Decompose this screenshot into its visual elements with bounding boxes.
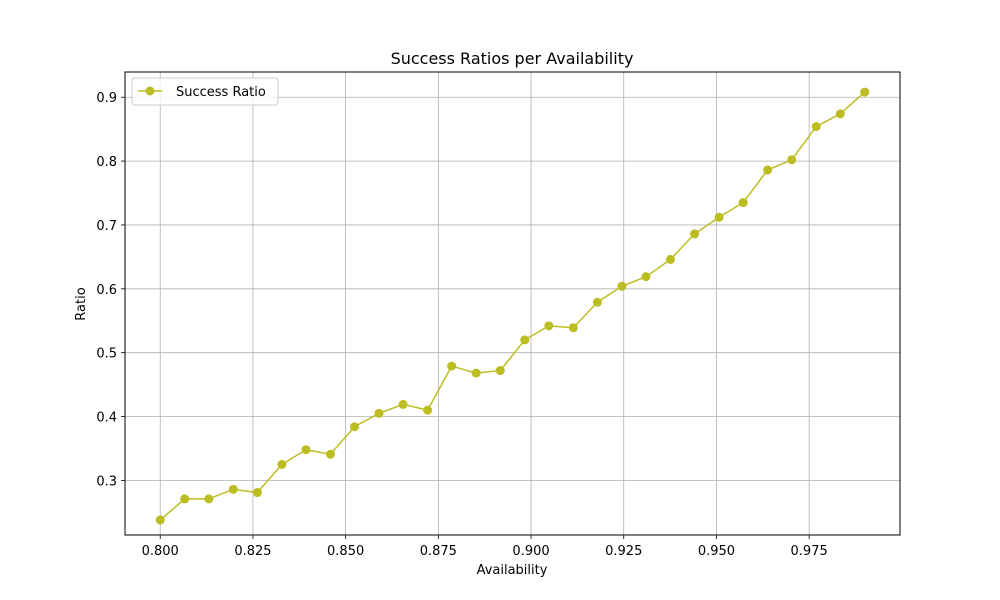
chart-title: Success Ratios per Availability	[391, 49, 634, 68]
x-tick-label: 0.825	[234, 544, 271, 559]
data-point	[495, 366, 505, 376]
data-point	[398, 399, 408, 409]
y-tick-label: 0.3	[96, 474, 117, 489]
legend-box	[131, 77, 279, 106]
data-point	[617, 281, 627, 291]
x-tick-label: 0.875	[420, 544, 457, 559]
grid-lines	[125, 72, 900, 535]
data-point	[155, 515, 165, 525]
series-layer	[155, 87, 870, 525]
data-point	[714, 212, 724, 222]
legend: Success Ratio	[131, 77, 279, 106]
data-point	[325, 449, 335, 459]
data-point	[228, 484, 238, 494]
data-point	[423, 405, 433, 415]
series-line	[159, 91, 866, 521]
data-point	[835, 109, 845, 119]
data-point	[252, 488, 262, 498]
tick-layer: 0.800 0.825 0.850 0.875 0.900 0.925 0.950 0.975…	[96, 91, 827, 559]
data-point	[860, 87, 870, 97]
data-point	[180, 494, 190, 504]
data-point	[301, 445, 311, 455]
data-point	[447, 361, 457, 371]
y-axis-label: Ratio	[74, 287, 89, 320]
y-tick-label: 0.9	[96, 91, 117, 106]
x-axis-label: Availability	[477, 563, 548, 578]
data-point	[787, 155, 797, 165]
data-point	[544, 321, 554, 331]
data-point	[641, 272, 651, 282]
data-point	[374, 408, 384, 418]
data-point	[204, 494, 214, 504]
data-point	[277, 459, 287, 469]
data-point	[738, 198, 748, 208]
data-point	[520, 335, 530, 345]
data-point	[665, 254, 675, 264]
x-tick-label: 0.850	[327, 544, 364, 559]
data-point	[690, 229, 700, 239]
data-point	[763, 165, 773, 175]
y-tick-label: 0.5	[96, 347, 117, 362]
y-tick-label: 0.8	[96, 155, 117, 170]
data-point	[592, 297, 602, 307]
x-tick-label: 0.975	[791, 544, 828, 559]
data-point	[568, 323, 578, 333]
legend-marker-swatch	[145, 86, 155, 96]
x-tick-label: 0.800	[142, 544, 179, 559]
legend-entry-success-ratio: Success Ratio	[176, 85, 266, 100]
data-point	[350, 422, 360, 432]
y-tick-label: 0.7	[96, 219, 117, 234]
y-tick-label: 0.6	[96, 283, 117, 298]
x-tick-label: 0.900	[512, 544, 549, 559]
x-tick-label: 0.950	[698, 544, 735, 559]
data-point	[811, 122, 821, 132]
x-tick-label: 0.925	[605, 544, 642, 559]
y-tick-label: 0.4	[96, 411, 117, 426]
plot-frame	[124, 71, 901, 536]
data-point	[471, 368, 481, 378]
